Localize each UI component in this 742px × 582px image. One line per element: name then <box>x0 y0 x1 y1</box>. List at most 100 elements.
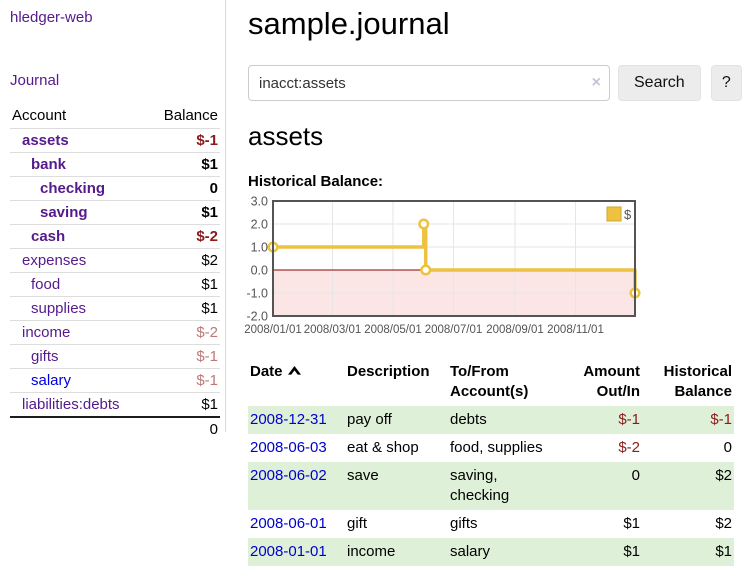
accounts-cell: food, supplies <box>450 439 543 456</box>
transaction-row: 2008-12-31 pay off debts $-1 $-1 <box>248 406 734 434</box>
account-link-cash[interactable]: cash <box>31 228 66 245</box>
amount-cell: $1 <box>623 515 640 532</box>
account-link-supplies[interactable]: supplies <box>31 300 87 317</box>
account-link-assets[interactable]: assets <box>22 132 69 149</box>
legend-label: $ <box>624 207 632 222</box>
search-form: × Search ? <box>248 65 742 101</box>
help-button[interactable]: ? <box>710 65 742 101</box>
account-balance: $1 <box>147 392 220 417</box>
transaction-date-link[interactable]: 2008-12-31 <box>250 411 327 428</box>
x-tick-label: 2008/05/01 <box>364 324 422 336</box>
transaction-date-link[interactable]: 2008-01-01 <box>250 543 327 560</box>
x-tick-label: 2008/09/01 <box>486 324 544 336</box>
app-title-link[interactable]: hledger-web <box>10 9 93 26</box>
data-point-marker <box>420 264 432 276</box>
description-column-header: Description <box>347 363 430 380</box>
accounts-cell: salary <box>448 538 561 566</box>
account-link-bank[interactable]: bank <box>31 156 67 173</box>
description-cell: gift <box>347 515 368 532</box>
search-clear-icon[interactable]: × <box>591 74 601 91</box>
account-link-income[interactable]: income <box>22 324 71 341</box>
sidebar-account-row: income $-2 <box>10 320 220 345</box>
sidebar-account-row: checking 0 <box>10 176 220 201</box>
legend-swatch <box>606 206 622 222</box>
account-link-checking[interactable]: checking <box>40 180 106 197</box>
balance-column-header: Balance <box>163 107 218 124</box>
search-button[interactable]: Search <box>618 65 701 101</box>
y-tick-label: 1.0 <box>251 241 268 255</box>
y-tick-label: -2.0 <box>246 310 268 324</box>
account-link-saving[interactable]: saving <box>40 204 88 221</box>
page-title: sample.journal <box>248 6 450 41</box>
date-cell: 2008-06-02 <box>248 462 345 510</box>
x-tick-label: 2008/07/01 <box>425 324 483 336</box>
account-name-cell: saving <box>10 200 148 225</box>
transaction-row: 2008-06-03 eat & shop food, supplies $-2 0 <box>248 434 734 462</box>
account-balance: $1 <box>147 200 220 225</box>
account-link-salary[interactable]: salary <box>31 372 72 389</box>
account-balance: 0 <box>147 176 220 201</box>
sidebar: hledger-web Journal Account Balance asse… <box>0 0 226 441</box>
sidebar-item-journal[interactable]: Journal <box>10 72 60 89</box>
description-cell: income <box>345 538 448 566</box>
account-column-header: Account <box>12 107 67 124</box>
account-link-liabilities-debts[interactable]: liabilities:debts <box>22 396 120 413</box>
sort-up-icon <box>287 366 301 375</box>
search-input[interactable] <box>248 65 610 101</box>
sidebar-account-row: bank $1 <box>10 152 220 177</box>
x-tick-label: 2008/03/01 <box>304 324 362 336</box>
sidebar-total-row: 0 <box>10 416 220 441</box>
accounts-cell: debts <box>448 406 561 434</box>
transaction-date-link[interactable]: 2008-06-01 <box>250 515 327 532</box>
y-tick-label: 0.0 <box>251 264 268 278</box>
sidebar-account-row: supplies $1 <box>10 296 220 321</box>
accounts-cell: gifts <box>450 515 478 532</box>
transaction-date-link[interactable]: 2008-06-03 <box>250 439 327 456</box>
account-balance: $1 <box>147 296 220 321</box>
transaction-row: 2008-06-02 save saving, checking 0 $2 <box>248 462 734 510</box>
sidebar-accounts-table: Account Balance assets $-1 bank $1 checking 0… <box>10 104 220 441</box>
account-heading: assets <box>248 121 324 151</box>
account-name-cell: expenses <box>10 248 148 273</box>
y-tick-label: 3.0 <box>251 195 268 209</box>
chart-title: Historical Balance: <box>248 173 384 190</box>
balance-cell: $2 <box>642 462 734 510</box>
account-name-cell: checking <box>10 176 148 201</box>
accounts-cell: saving, checking <box>448 462 561 510</box>
account-balance: $-1 <box>147 128 220 153</box>
account-balance: $1 <box>147 152 220 177</box>
amount-cell: $1 <box>561 538 642 566</box>
account-name-cell: food <box>10 272 148 297</box>
date-cell: 2008-01-01 <box>248 538 345 566</box>
data-point-marker <box>418 218 430 230</box>
sidebar-account-row: expenses $2 <box>10 248 220 273</box>
app-layout: hledger-web Journal Account Balance asse… <box>0 0 742 566</box>
total-spacer <box>10 416 148 441</box>
balance-column-header-main: Historical Balance <box>663 363 732 400</box>
account-name-cell: bank <box>10 152 148 177</box>
sidebar-account-row: liabilities:debts $1 <box>10 392 220 417</box>
date-cell: 2008-06-03 <box>248 434 345 462</box>
account-name-cell: assets <box>10 128 148 153</box>
account-link-expenses[interactable]: expenses <box>22 252 87 269</box>
balance-cell: $2 <box>715 515 732 532</box>
total-balance: 0 <box>147 416 220 441</box>
transaction-row: 2008-01-01 income salary $1 $1 <box>248 538 734 566</box>
accounts-column-header: To/From Account(s) <box>450 363 529 400</box>
transaction-row: 2008-06-01 gift gifts $1 $2 <box>248 510 734 538</box>
account-link-gifts[interactable]: gifts <box>31 348 59 365</box>
account-balance: $-1 <box>147 368 220 393</box>
account-link-food[interactable]: food <box>31 276 61 293</box>
sidebar-accounts-header-row: Account Balance <box>10 104 220 129</box>
amount-cell: 0 <box>561 462 642 510</box>
account-name-cell: salary <box>10 368 148 393</box>
date-column-header[interactable]: Date <box>248 360 345 406</box>
balance-cell: $1 <box>642 538 734 566</box>
transaction-date-link[interactable]: 2008-06-02 <box>250 467 327 484</box>
x-tick-label: 2008/11/01 <box>547 324 604 336</box>
description-cell: save <box>345 462 448 510</box>
account-balance: $2 <box>147 248 220 273</box>
sidebar-account-row: saving $1 <box>10 200 220 225</box>
account-balance: $1 <box>147 272 220 297</box>
